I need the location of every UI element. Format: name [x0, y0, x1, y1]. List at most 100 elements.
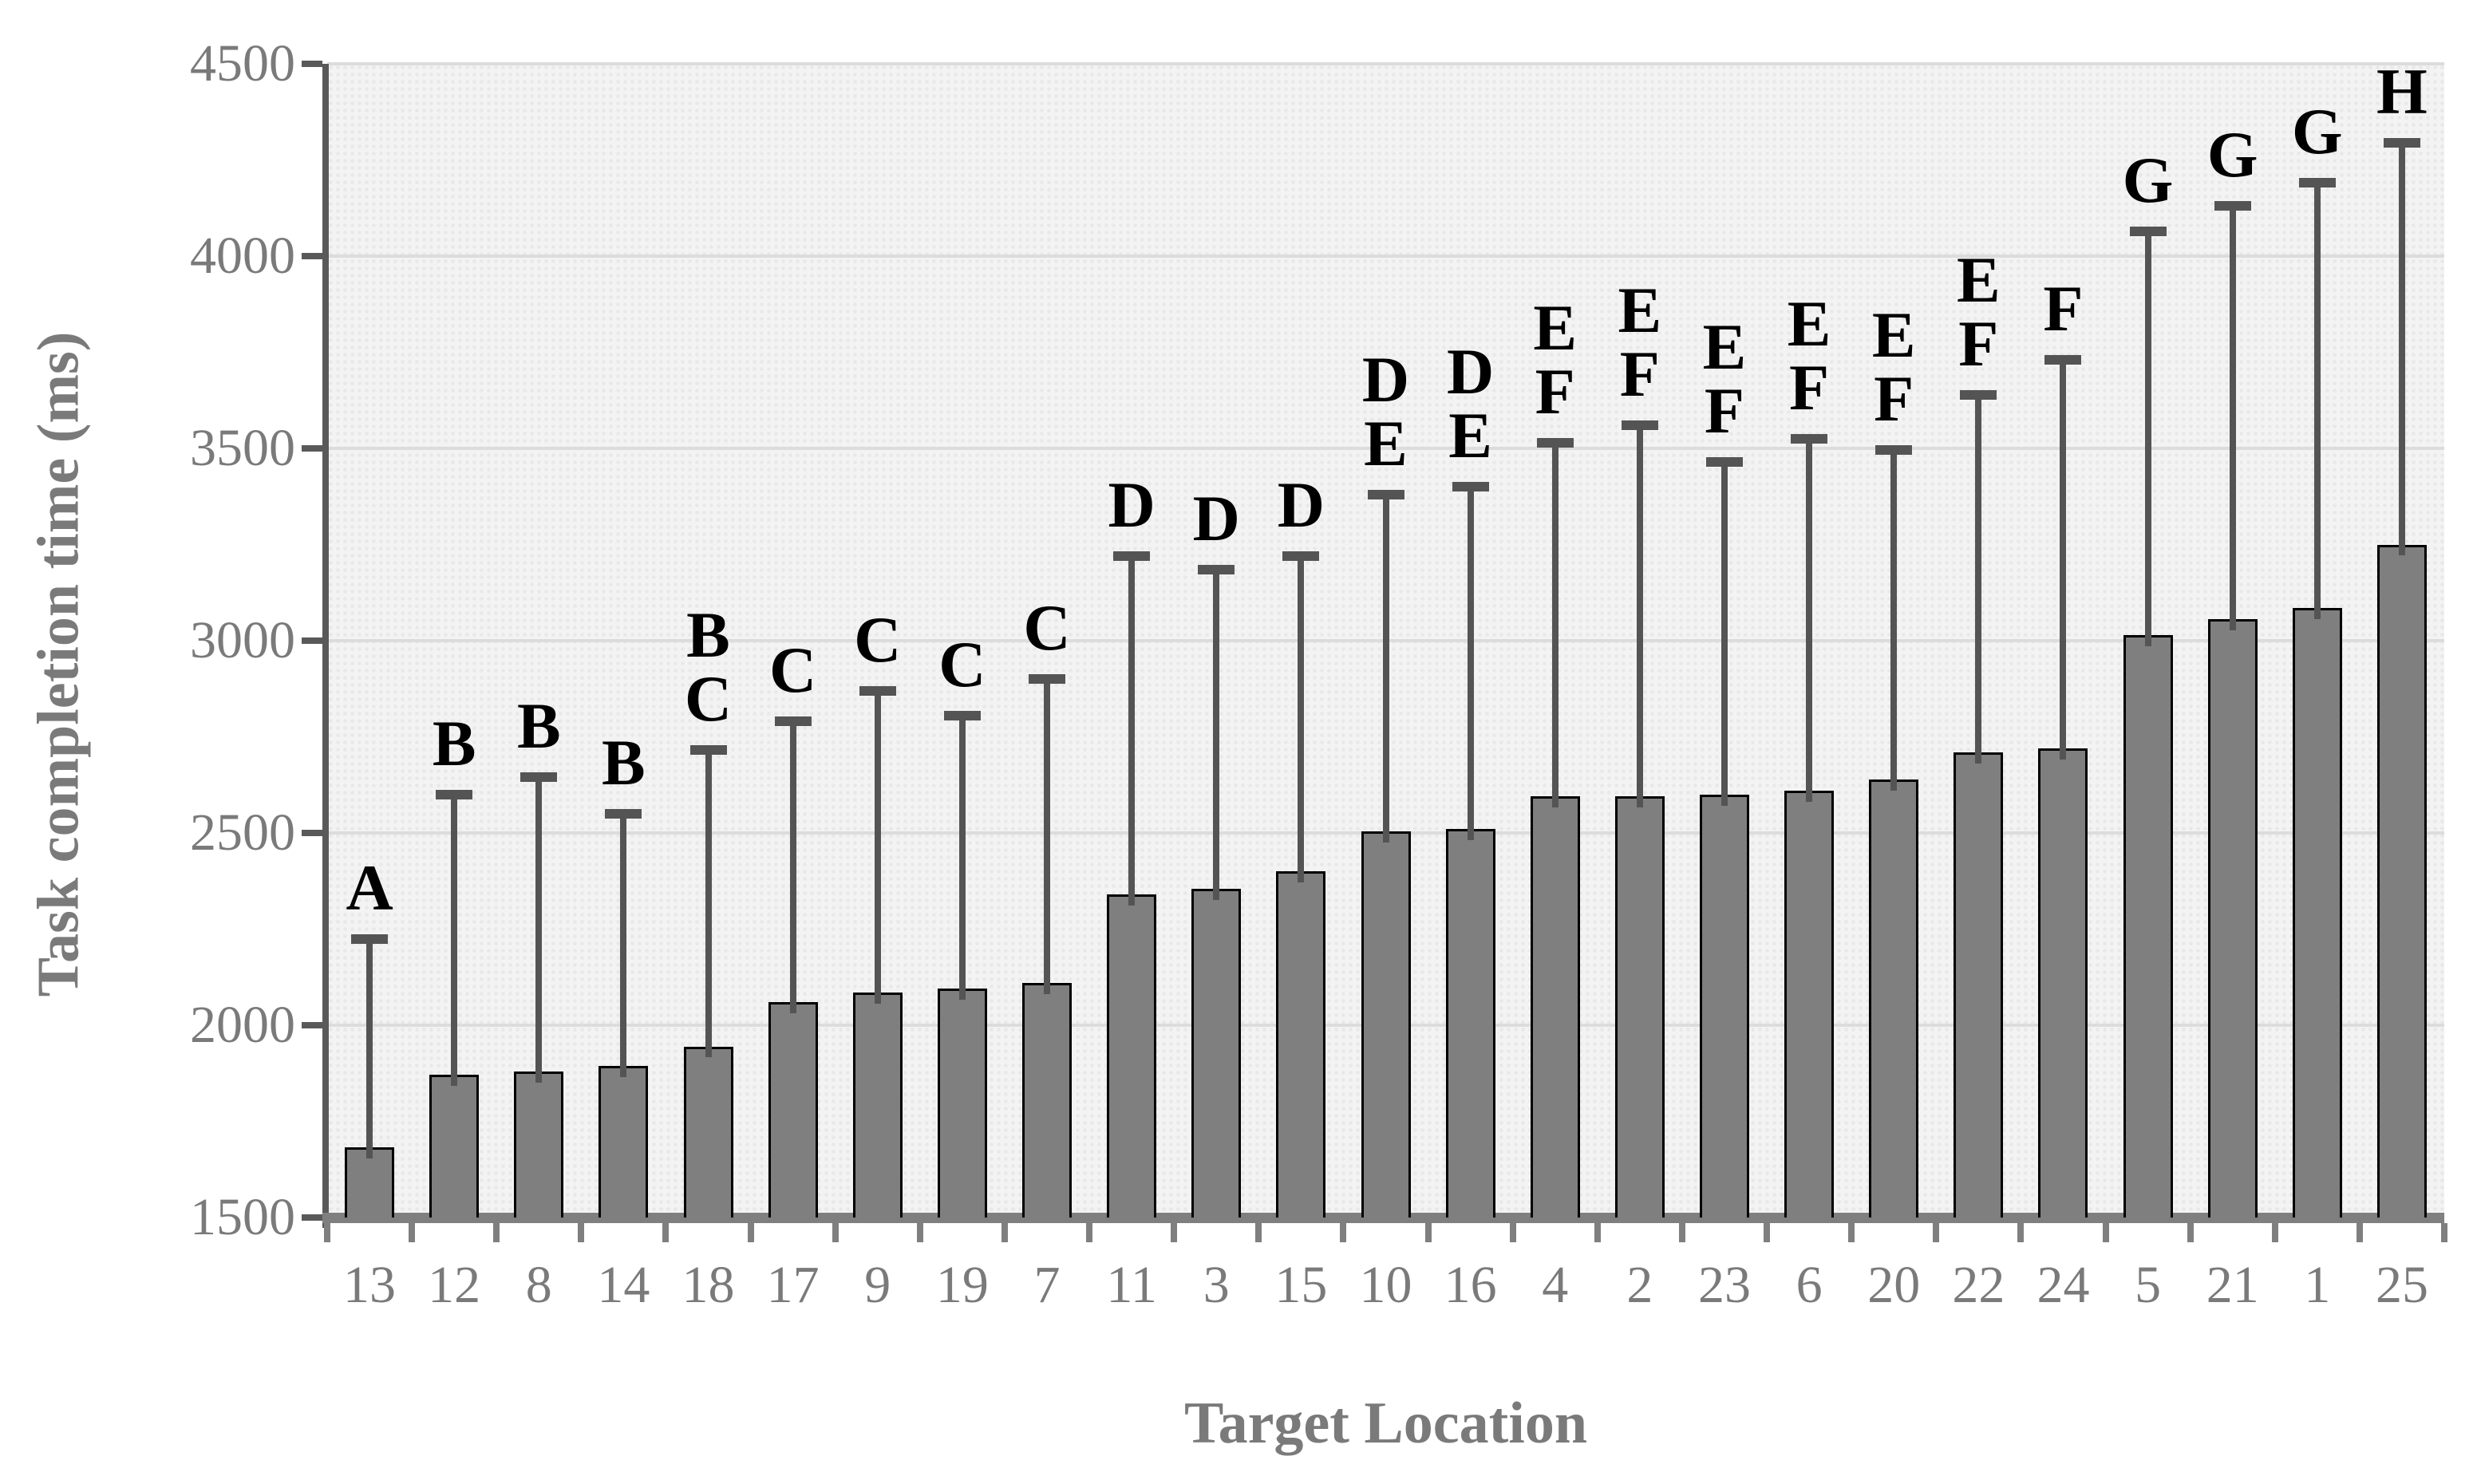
y-axis-tick — [302, 830, 322, 836]
sig-letter-label: G — [2206, 118, 2258, 191]
x-tick-label: 10 — [1359, 1256, 1412, 1314]
sig-letter-label: D — [1108, 468, 1156, 541]
error-bar-line — [705, 750, 712, 1058]
bar — [1614, 796, 1665, 1218]
bar — [2207, 619, 2258, 1218]
x-axis-tick — [832, 1223, 839, 1242]
y-axis-tick — [302, 253, 322, 259]
error-bar-cap — [351, 933, 389, 944]
sig-letter-label: D — [1277, 468, 1325, 541]
bar — [1530, 796, 1580, 1218]
sig-letter-label: E F — [1702, 310, 1747, 447]
x-axis-tick — [1764, 1223, 1771, 1242]
x-tick-label: 2 — [1626, 1256, 1653, 1314]
error-bar-line — [1975, 394, 1982, 764]
x-tick-label: 17 — [766, 1256, 820, 1314]
sig-letter-label: C — [769, 633, 817, 707]
sig-letter-label: B — [432, 706, 476, 779]
x-axis-tick — [1678, 1223, 1685, 1242]
bar — [2292, 608, 2342, 1218]
bar — [1276, 871, 1326, 1218]
bar — [1954, 752, 2004, 1218]
y-tick-label: 3500 — [190, 419, 295, 477]
y-tick-label: 1500 — [190, 1188, 295, 1246]
y-axis-line — [322, 64, 329, 1228]
bar — [1869, 779, 1919, 1218]
x-tick-label: 18 — [681, 1256, 735, 1314]
error-bar-cap — [1621, 420, 1658, 431]
sig-letter-label: F — [2043, 272, 2084, 345]
x-tick-label: 13 — [343, 1256, 397, 1314]
x-tick-label: 21 — [2206, 1256, 2259, 1314]
y-tick-label: 4500 — [190, 34, 295, 93]
x-axis-tick — [2441, 1223, 2447, 1242]
bar — [1784, 790, 1835, 1218]
x-axis-tick — [2187, 1223, 2194, 1242]
error-bar-line — [2144, 231, 2151, 646]
bar — [1361, 831, 1411, 1218]
error-bar-cap — [2298, 178, 2336, 188]
sig-letter-label: G — [2291, 95, 2343, 168]
error-bar-line — [1467, 487, 1474, 841]
x-tick-label: 8 — [525, 1256, 552, 1314]
x-tick-label: 12 — [428, 1256, 481, 1314]
bar — [852, 993, 903, 1218]
error-bar-line — [1128, 555, 1136, 906]
error-bar-line — [620, 813, 627, 1077]
x-axis-tick — [2356, 1223, 2363, 1242]
sig-letter-label: A — [346, 851, 393, 924]
x-axis-tick — [747, 1223, 754, 1242]
x-axis-title: Target Location — [1184, 1391, 1587, 1456]
error-bar-cap — [1875, 445, 1913, 456]
x-axis-tick — [1594, 1223, 1601, 1242]
x-tick-label: 7 — [1033, 1256, 1061, 1314]
sig-letter-label: E F — [1533, 290, 1578, 428]
sig-letter-label: H — [2376, 54, 2428, 128]
error-bar-cap — [436, 789, 473, 799]
x-tick-label: 22 — [1952, 1256, 2005, 1314]
y-gridline — [327, 62, 2444, 65]
error-bar-cap — [1791, 433, 1828, 444]
sig-letter-label: E F — [1871, 298, 1916, 436]
error-bar-cap — [1452, 482, 1489, 492]
error-bar-cap — [774, 716, 812, 727]
y-axis-tick — [302, 637, 322, 644]
sig-letter-label: B C — [684, 598, 733, 736]
x-tick-label: 15 — [1274, 1256, 1328, 1314]
error-bar-cap — [1960, 389, 1997, 400]
bar — [937, 989, 987, 1218]
x-axis-tick — [2017, 1223, 2025, 1242]
sig-letter-label: G — [2122, 143, 2174, 216]
y-gridline — [327, 255, 2444, 258]
x-axis-tick — [1001, 1223, 1008, 1242]
error-bar-cap — [2383, 137, 2420, 148]
error-bar-line — [2060, 360, 2067, 760]
error-bar-line — [1298, 555, 1305, 883]
error-bar-cap — [1113, 551, 1151, 561]
error-bar-line — [1636, 425, 1643, 808]
x-tick-label: 25 — [2375, 1256, 2428, 1314]
sig-letter-label: B — [602, 725, 646, 799]
x-axis-tick — [1086, 1223, 1093, 1242]
error-bar-line — [1213, 569, 1220, 900]
error-bar-line — [1044, 679, 1051, 994]
x-axis-tick — [2102, 1223, 2109, 1242]
sig-letter-label: E F — [1787, 286, 1831, 424]
y-tick-label: 4000 — [190, 227, 295, 285]
x-axis-tick — [1340, 1223, 1347, 1242]
bar — [768, 1002, 818, 1218]
y-axis-tick — [302, 1022, 322, 1028]
bar — [1445, 829, 1495, 1218]
y-axis-title: Task completion time (ms) — [26, 331, 92, 997]
bar — [2123, 634, 2173, 1218]
bar — [514, 1071, 564, 1218]
sig-letter-label: E F — [1956, 243, 2001, 380]
x-axis-tick — [324, 1223, 330, 1242]
sig-letter-label: C — [938, 627, 986, 701]
y-tick-label: 2500 — [190, 803, 295, 862]
error-bar-cap — [859, 685, 896, 696]
y-axis-tick — [302, 1214, 322, 1221]
error-bar-cap — [1198, 564, 1235, 574]
x-tick-label: 14 — [597, 1256, 650, 1314]
error-bar-line — [1720, 461, 1728, 806]
